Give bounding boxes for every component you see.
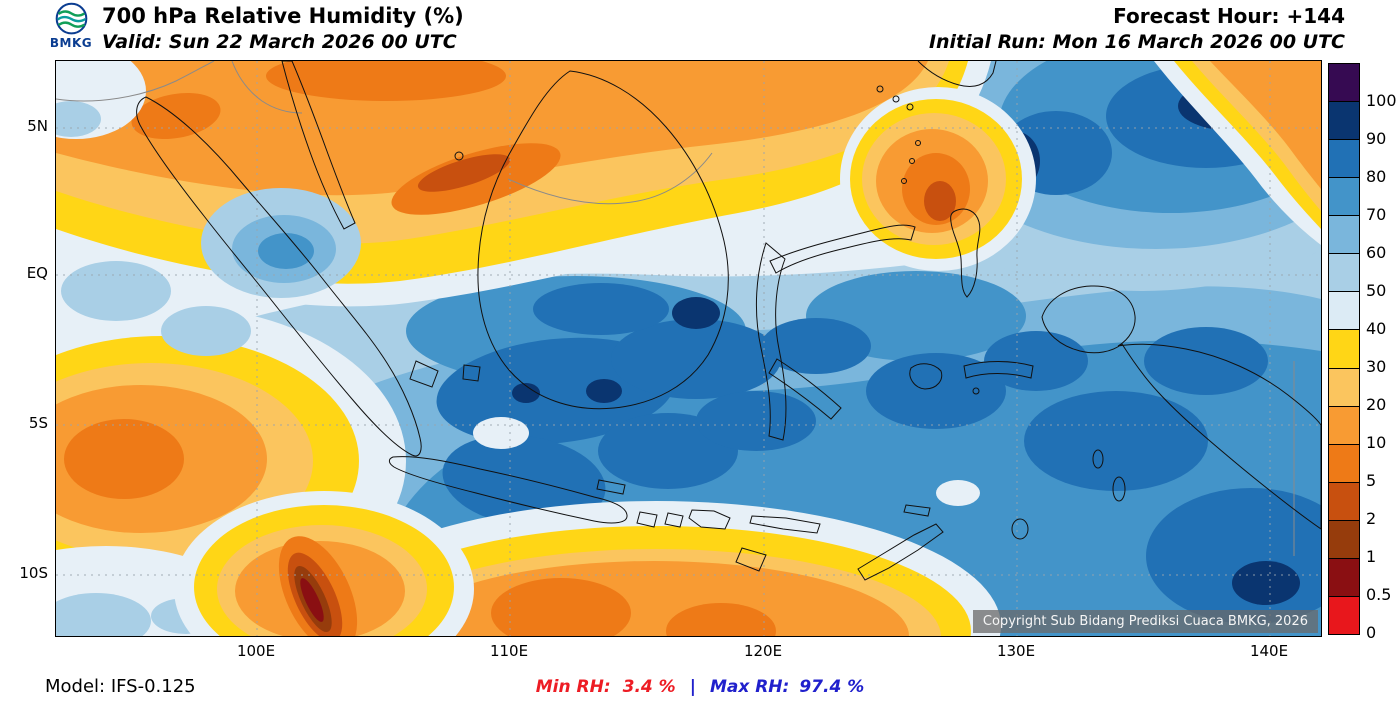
colorbar-segment: [1329, 595, 1359, 634]
grid-lines: [56, 61, 1321, 636]
colorbar-segment: [1329, 329, 1359, 368]
colorbar-segment: [1329, 177, 1359, 216]
colorbar-label: 1: [1366, 547, 1377, 566]
colorbar-label: 90: [1366, 129, 1387, 148]
colorbar-label: 80: [1366, 167, 1387, 186]
page-title: 700 hPa Relative Humidity (%): [102, 4, 464, 28]
lon-tick-label: 140E: [1249, 642, 1289, 660]
colorbar-label: 10: [1366, 433, 1387, 452]
map-area: Copyright Sub Bidang Prediksi Cuaca BMKG…: [55, 60, 1322, 637]
max-rh-value: 97.4 %: [799, 677, 865, 697]
colorbar-segment: [1329, 481, 1359, 520]
max-rh-label: Max RH:: [709, 677, 790, 697]
colorbar-segment: [1329, 64, 1359, 102]
lon-tick-label: 100E: [236, 642, 276, 660]
colorbar-segment: [1329, 101, 1359, 140]
lon-tick-label: 130E: [996, 642, 1036, 660]
colorbar-label: 20: [1366, 395, 1387, 414]
lat-tick-label: 5N: [27, 117, 48, 135]
colorbar-segment: [1329, 405, 1359, 444]
bmkg-logo-icon: [55, 2, 87, 35]
colorbar: [1328, 63, 1360, 635]
forecast-hour: Forecast Hour: +144: [1113, 4, 1345, 28]
colorbar-segment: [1329, 139, 1359, 178]
min-max-separator: |: [689, 677, 696, 697]
colorbar-label: 40: [1366, 319, 1387, 338]
colorbar-label: 50: [1366, 281, 1387, 300]
colorbar-segment: [1329, 519, 1359, 558]
valid-time: Valid: Sun 22 March 2026 00 UTC: [102, 31, 457, 53]
colorbar-segment: [1329, 443, 1359, 482]
copyright-overlay: Copyright Sub Bidang Prediksi Cuaca BMKG…: [972, 610, 1318, 633]
humidity-shading: [56, 61, 1321, 636]
colorbar-label: 100: [1366, 91, 1397, 110]
bmkg-logo: BMKG: [44, 1, 98, 50]
colorbar-label: 5: [1366, 471, 1377, 490]
min-rh-label: Min RH:: [535, 677, 611, 697]
lat-tick-label: 5S: [28, 414, 48, 432]
colorbar-label: 30: [1366, 357, 1387, 376]
country-borders: [56, 61, 1295, 556]
colorbar-segment: [1329, 557, 1359, 596]
colorbar-segment: [1329, 367, 1359, 406]
lat-tick-label: EQ: [26, 264, 48, 282]
lon-tick-label: 110E: [489, 642, 529, 660]
colorbar-segment: [1329, 215, 1359, 254]
bmkg-logo-text: BMKG: [49, 36, 93, 50]
colorbar-label: 60: [1366, 243, 1387, 262]
colorbar-label: 2: [1366, 509, 1377, 528]
colorbar-label: 70: [1366, 205, 1387, 224]
colorbar-segment: [1329, 253, 1359, 292]
lat-tick-label: 10S: [19, 564, 48, 582]
initial-run: Initial Run: Mon 16 March 2026 00 UTC: [928, 31, 1345, 53]
humidity-field-map: [56, 61, 1321, 636]
colorbar-label: 0.5: [1366, 585, 1392, 604]
min-max-rh: Min RH: 3.4 % | Max RH: 97.4 %: [536, 677, 864, 697]
colorbar-label: 0: [1366, 623, 1377, 642]
coastlines: [136, 61, 1321, 581]
model-label: Model: IFS-0.125: [45, 676, 196, 697]
min-rh-value: 3.4 %: [622, 677, 676, 697]
colorbar-segment: [1329, 291, 1359, 330]
lon-tick-label: 120E: [743, 642, 783, 660]
